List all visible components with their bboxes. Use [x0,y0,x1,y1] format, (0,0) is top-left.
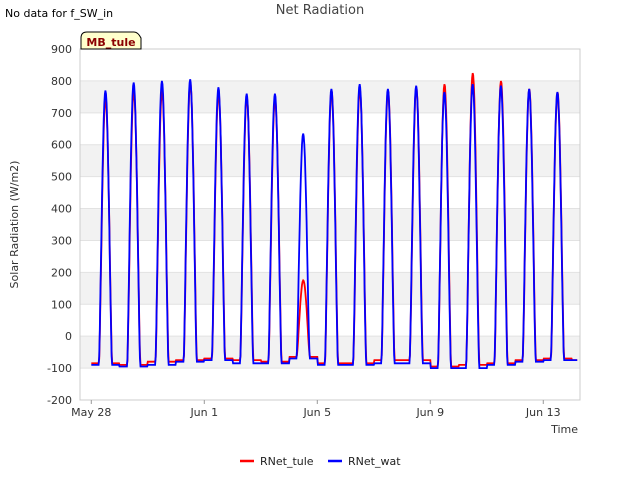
y-tick-label: 700 [51,107,72,120]
legend: RNet_tule RNet_wat [240,455,401,468]
background-band [80,336,580,369]
y-tick-label: 600 [51,139,72,152]
no-data-message: No data for f_SW_in [5,7,114,20]
series-lines [91,72,578,369]
y-tick-label: 200 [51,266,72,279]
legend-label: RNet_tule [260,455,314,468]
y-axis-label: Solar Radiation (W/m2) [8,161,21,289]
x-tick-label: Jun 13 [525,406,561,419]
x-tick-label: Jun 5 [302,406,331,419]
y-tick-label: 800 [51,75,72,88]
site-badge-label: MB_tule [86,36,135,49]
x-tick-label: Jun 1 [189,406,218,419]
y-tick-label: 500 [51,171,72,184]
site-badge-shape [80,31,142,50]
y-tick-label: 100 [51,298,72,311]
x-axis-ticks: May 28 Jun 1 Jun 5 Jun 9 Jun 13 [71,400,561,419]
x-tick-label: May 28 [71,406,111,419]
chart-title: Net Radiation [275,3,365,18]
y-tick-label: -200 [47,394,72,407]
y-tick-label: 400 [51,203,72,216]
y-tick-label: 900 [51,43,72,56]
y-tick-label: -100 [47,362,72,375]
y-axis-ticks: -200 -100 0 100 200 300 400 500 600 700 800 900 [47,43,72,407]
x-axis-label: Time [550,423,578,436]
y-tick-label: 0 [65,330,72,343]
site-badge: MB_tule [80,31,142,50]
legend-label: RNet_wat [348,455,401,468]
y-tick-label: 300 [51,234,72,247]
plot-frame [79,48,581,401]
series-line-rnet-wat [91,79,578,369]
x-tick-label: Jun 9 [415,406,444,419]
